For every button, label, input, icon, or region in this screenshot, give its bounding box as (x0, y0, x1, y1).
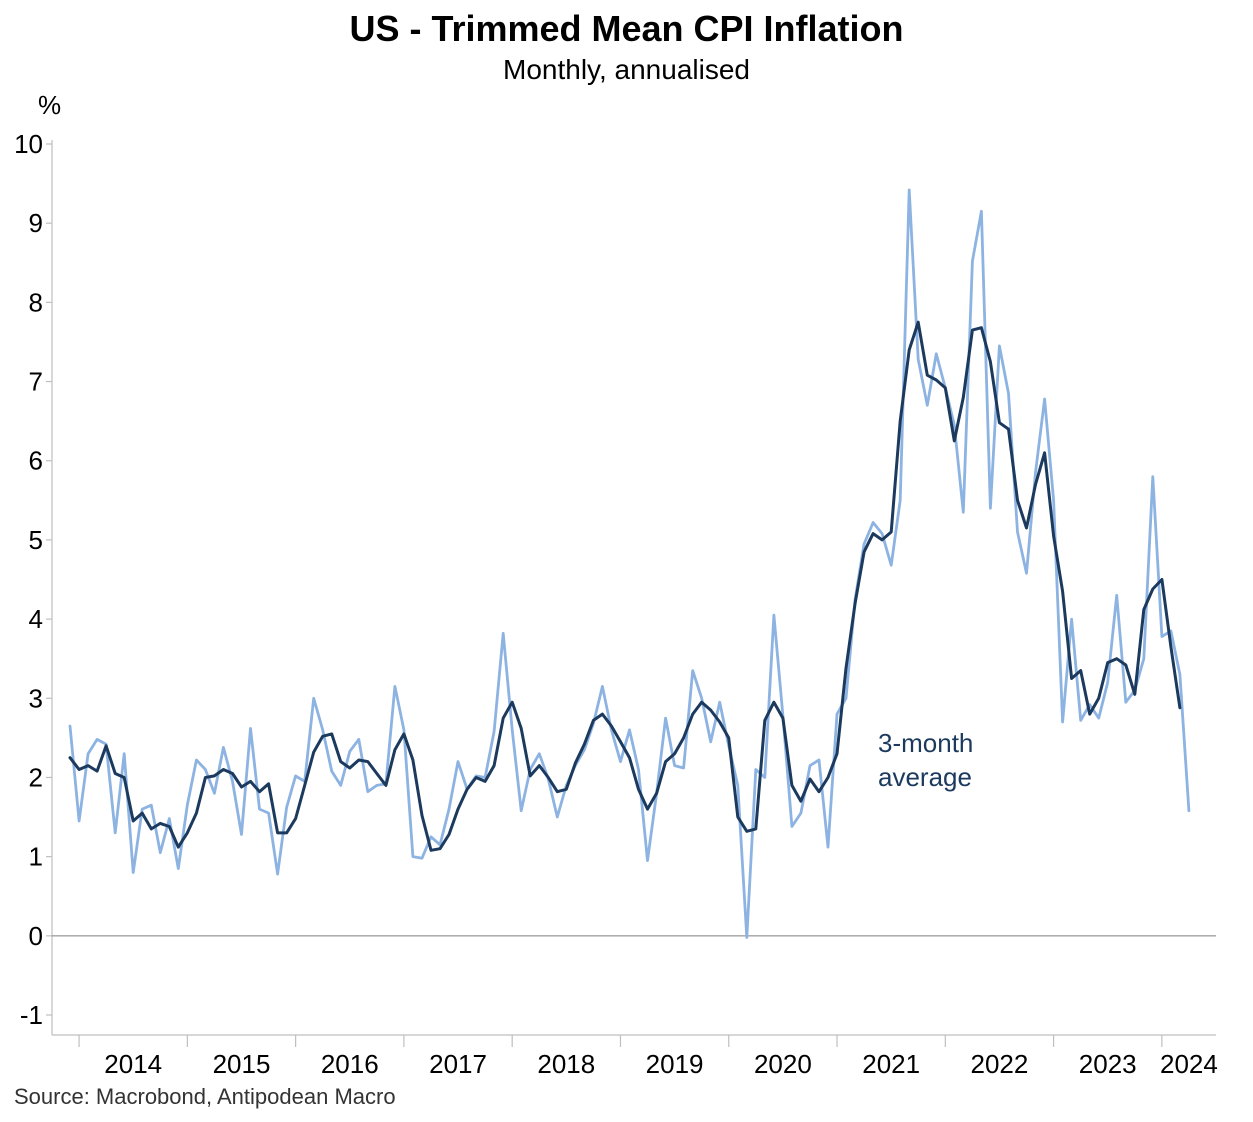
x-tick-label: 2019 (646, 1049, 704, 1079)
x-tick-label: 2023 (1079, 1049, 1137, 1079)
y-tick-label: 0 (29, 921, 43, 951)
x-tick-label: 2024 (1160, 1049, 1218, 1079)
x-tick-label: 2018 (537, 1049, 595, 1079)
x-tick-label: 2022 (971, 1049, 1029, 1079)
y-tick-label: 7 (29, 367, 43, 397)
y-tick-label: 5 (29, 525, 43, 555)
series-line-3-month-average (68, 320, 1182, 852)
series-lines (68, 188, 1191, 939)
annotation-line-1: 3-month (878, 728, 973, 758)
chart-title: US - Trimmed Mean CPI Inflation (349, 8, 904, 49)
y-tick-label: 3 (29, 683, 43, 713)
x-tick-label: 2015 (213, 1049, 271, 1079)
x-tick-label: 2016 (321, 1049, 379, 1079)
y-tick-label: 10 (14, 129, 43, 159)
x-tick-label: 2017 (429, 1049, 487, 1079)
y-tick-label: -1 (20, 1000, 43, 1030)
y-tick-label: 2 (29, 762, 43, 792)
x-tick-label: 2014 (104, 1049, 162, 1079)
x-tick-label: 2020 (754, 1049, 812, 1079)
y-tick-label: 4 (29, 604, 43, 634)
source-note: Source: Macrobond, Antipodean Macro (14, 1084, 396, 1109)
y-tick-label: 8 (29, 287, 43, 317)
y-tick-label: 1 (29, 842, 43, 872)
chart-subtitle: Monthly, annualised (503, 54, 750, 85)
axes (46, 140, 1216, 1047)
x-tick-label: 2021 (862, 1049, 920, 1079)
y-tick-label: 9 (29, 208, 43, 238)
x-tick-labels: 2014 2015 2016 2017 2018 2019 2020 2021 2022 2023… (104, 1049, 1218, 1079)
y-tick-label: 6 (29, 446, 43, 476)
series-line-monthly (68, 188, 1191, 939)
y-axis-unit-label: % (38, 90, 62, 120)
annotation-line-2: average (878, 762, 972, 792)
